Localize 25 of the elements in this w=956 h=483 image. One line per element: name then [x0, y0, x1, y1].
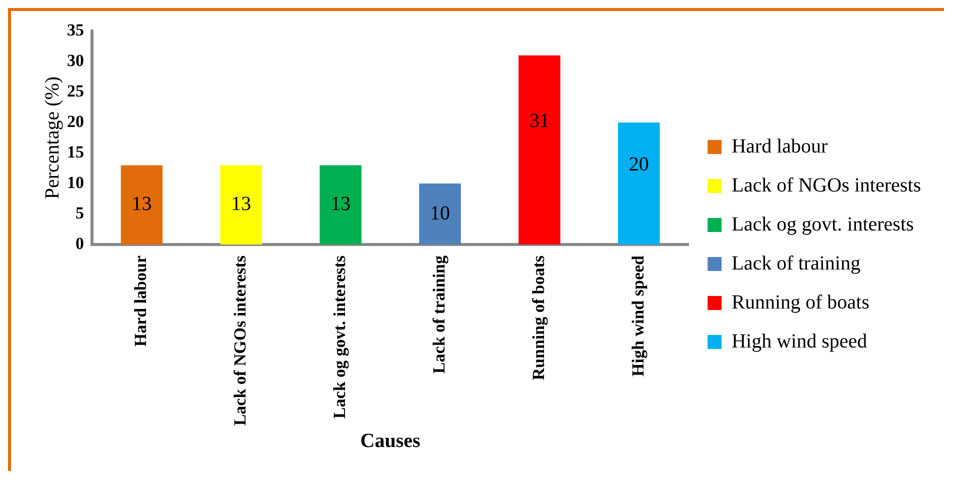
y-tick-label: 5: [76, 203, 84, 222]
data-label: 31: [529, 110, 550, 132]
x-tick-label: Lack og govt. interests: [330, 255, 349, 419]
y-tick-label: 10: [67, 172, 84, 192]
y-tick-label: 20: [67, 112, 84, 131]
data-label: 13: [132, 193, 152, 216]
legend-label: Hard labour: [732, 135, 828, 158]
data-label: 13: [231, 193, 252, 216]
data-label: 20: [628, 153, 649, 176]
y-axis-title: Percentage (%): [41, 76, 64, 200]
y-tick-label: 15: [67, 142, 84, 162]
y-tick-label: 0: [76, 234, 84, 253]
x-tick-label: Hard labour: [131, 255, 150, 347]
y-tick-label: 25: [67, 81, 84, 100]
data-label: 10: [430, 202, 450, 224]
x-tick-label: Running of boats: [528, 255, 548, 380]
x-tick-label: High wind speed: [628, 254, 648, 376]
legend-label: Lack of NGOs interests: [732, 174, 922, 196]
x-tick-label: Lack of NGOs interests: [230, 255, 250, 426]
x-tick-label: Lack of training: [429, 255, 448, 374]
x-axis-title: Causes: [360, 430, 421, 452]
legend-label: Lack og govt. interests: [732, 213, 914, 236]
y-tick-label: 35: [67, 20, 84, 40]
data-label: 13: [330, 193, 351, 216]
y-tick-label: 30: [67, 50, 84, 70]
